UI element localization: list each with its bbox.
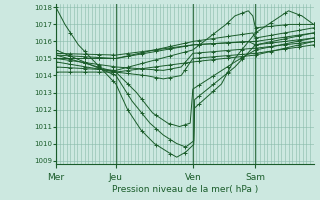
X-axis label: Pression niveau de la mer( hPa ): Pression niveau de la mer( hPa ) [112,185,258,194]
